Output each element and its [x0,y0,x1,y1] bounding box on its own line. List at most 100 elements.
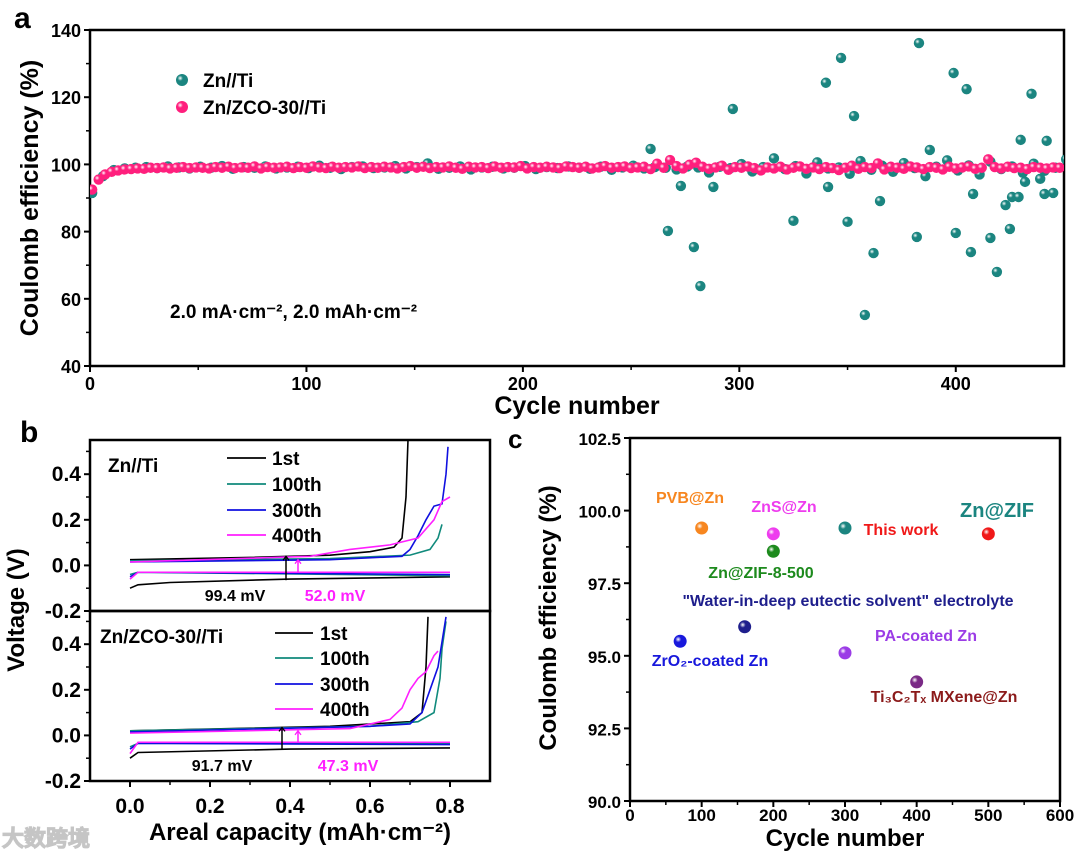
x-tick-label: 600 [1046,806,1074,825]
x-tick-label: 100 [687,806,715,825]
data-point-zn-ti [874,195,886,207]
curve-1st-charge [129,440,409,561]
y-tick-label: 90.0 [588,793,621,812]
data-point-zn-ti [842,216,853,228]
x-tick-label: 0.2 [195,795,224,818]
data-point-zn-ti [822,181,834,193]
data-point-zn-ti [924,144,936,156]
subplot-zn-ti: -0.2 0.0 0.2 0.4 1st 100th 300th 400th Zn//Ti 99.… [45,438,492,623]
data-point-zn-ti [835,52,847,64]
data-point-zn-zco-30-ti [1054,162,1064,173]
data-point-zn-ti [1060,154,1064,165]
data-point-zn-ti [727,103,739,115]
x-tick-label: 300 [724,374,754,394]
x-tick-label: 0 [625,806,634,825]
arrow-head [294,558,302,565]
curves [129,440,451,589]
data-point-zn-ti [1013,191,1024,203]
y-tick-label: 0.4 [52,463,82,486]
arrow-head [278,726,286,732]
data-point-zn-ti [1015,134,1026,146]
data-point [766,544,780,558]
watermark-logo: 大数跨境 [2,826,90,851]
data-point-zn-ti [820,77,832,88]
y-tick-label: 100 [51,155,81,175]
y-tick-label: 95.0 [588,648,621,667]
x-tick-label: 0.6 [355,795,384,818]
data-point [738,620,752,634]
data-point-zn-ti [911,231,923,243]
data-point-label: This work [864,522,939,539]
x-tick-label: 0 [85,374,95,394]
data-point-label: "Water-in-deep eutectic solvent" electro… [682,593,1013,610]
data-point-label: PA-coated Zn [875,628,977,645]
legend-label: 1st [320,624,348,645]
subplot-zn-zco-30-ti: 0.0 0.2 0.4 0.6 0.8 -0.2 0.0 0.2 0.4 1st 100th 300t… [45,609,492,818]
x-axis-label: Cycle number [766,825,925,852]
data-point-zn-ti [985,232,996,244]
panel-label-b: b [20,416,38,449]
x-tick-label: 0.8 [435,795,465,818]
data-point [838,646,852,660]
curve-300th-charge [129,616,447,733]
y-tick-label: 102.5 [578,430,621,449]
data-point-zn-zco-30-ti [872,158,884,169]
y-axis-label: Coulomb efficiency (%) [16,60,44,336]
curve-400th-charge [129,650,439,734]
y-tick-label: 40 [61,357,81,377]
data-point-label: ZnS@Zn [751,499,816,516]
y-axis-label: Voltage (V) [3,548,30,672]
x-tick-label: 200 [508,374,538,394]
y-tick-label: 120 [51,88,81,108]
data-point-label: Ti₃C₂Tₓ MXene@Zn [871,689,1018,706]
y-tick-label: 140 [51,21,81,41]
data-point-zn-ti [688,241,700,253]
legend-label: 300th [320,675,370,696]
y-tick-label: -0.2 [45,770,81,793]
data-point-zn-zco-30-ti [664,154,676,166]
curve-1st-discharge [129,747,451,759]
legend-marker [176,101,188,113]
data-point-zn-ti [950,227,961,239]
y-tick-label: -0.2 [45,600,81,623]
data-point-label: Zn@ZIF [960,500,1034,522]
data-point-zn-ti [1041,135,1052,147]
y-tick-label: 80 [61,223,81,243]
y-tick-label: 0.0 [52,724,81,747]
arrow-head [282,555,290,561]
curve-300th-charge [129,446,449,563]
legend-label: Zn/ZCO-30//Ti [203,98,326,119]
panel-b-voltage-profiles-chart: -0.2 0.0 0.2 0.4 1st 100th 300th 400th Zn//Ti 99.… [3,438,492,846]
x-tick-label: 0.4 [275,795,305,818]
data-point-zn-ti [1039,188,1050,200]
y-tick-label: 100.0 [578,503,621,522]
x-tick-label: 0.0 [115,795,144,818]
data-point-zn-ti [859,309,871,321]
panel-label-a: a [14,2,31,35]
data-point-zn-ti [1019,176,1031,188]
legend-label: 400th [320,700,370,721]
data-point [981,527,995,541]
curve-1st-discharge [129,576,451,589]
y-tick-label: 92.5 [588,720,621,739]
arrow-head [294,729,302,736]
curve-400th-discharge [129,571,450,580]
data-point-zn-ti [788,215,799,227]
legend-label: 1st [272,449,300,470]
subplot-title: Zn//Ti [108,456,158,477]
data-point-zn-ti [662,225,674,237]
legend-label: 300th [272,501,322,522]
curve-100th-charge [129,524,443,562]
panel-label-c: c [508,424,522,454]
x-tick-label: 200 [759,806,787,825]
data-point-zn-ti [848,110,860,122]
data-point-label: Zn@ZIF-8-500 [708,565,813,582]
x-tick-label: 300 [831,806,859,825]
overpotential-label: 52.0 mV [305,588,366,605]
y-axis-label: Coulomb efficiency (%) [535,485,562,750]
data-point [838,521,852,535]
data-point-zn-ti [868,247,879,259]
data-point-zn-ti [913,37,925,49]
legend-marker [176,74,188,86]
